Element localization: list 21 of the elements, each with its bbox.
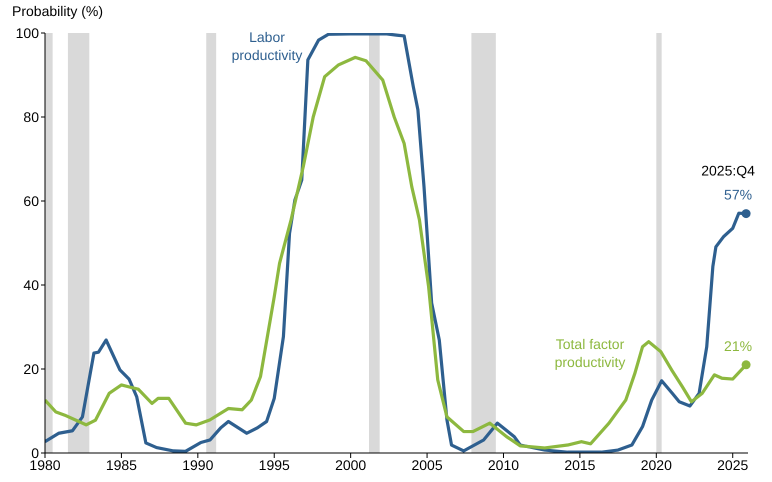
x-tick-label: 2005 (411, 456, 443, 473)
data-label: 21% (724, 338, 752, 354)
x-tick-label: 2020 (640, 456, 672, 473)
x-tick-label: 2015 (564, 456, 596, 473)
y-axis-title: Probability (%) (12, 3, 104, 19)
x-tick-label: 1995 (258, 456, 290, 473)
series-label: Labor productivity (230, 28, 304, 64)
y-tick-label: 0 (31, 444, 40, 461)
x-tick-label: 2010 (488, 456, 520, 473)
y-tick-label: 20 (23, 360, 40, 377)
data-label: 57% (724, 186, 752, 203)
y-tick-label: 80 (23, 108, 40, 125)
y-tick-label: 100 (16, 24, 40, 41)
annotation: 2025:Q4 (701, 162, 756, 179)
x-tick-label: 1990 (182, 456, 214, 473)
y-tick-label: 60 (23, 192, 40, 209)
x-tick-label: 2000 (335, 456, 366, 473)
x-tick-label: 1985 (106, 456, 138, 473)
x-tick-label: 2025 (717, 456, 748, 473)
y-tick-label: 40 (23, 276, 40, 293)
series-label: Total factor productivity (554, 335, 626, 371)
